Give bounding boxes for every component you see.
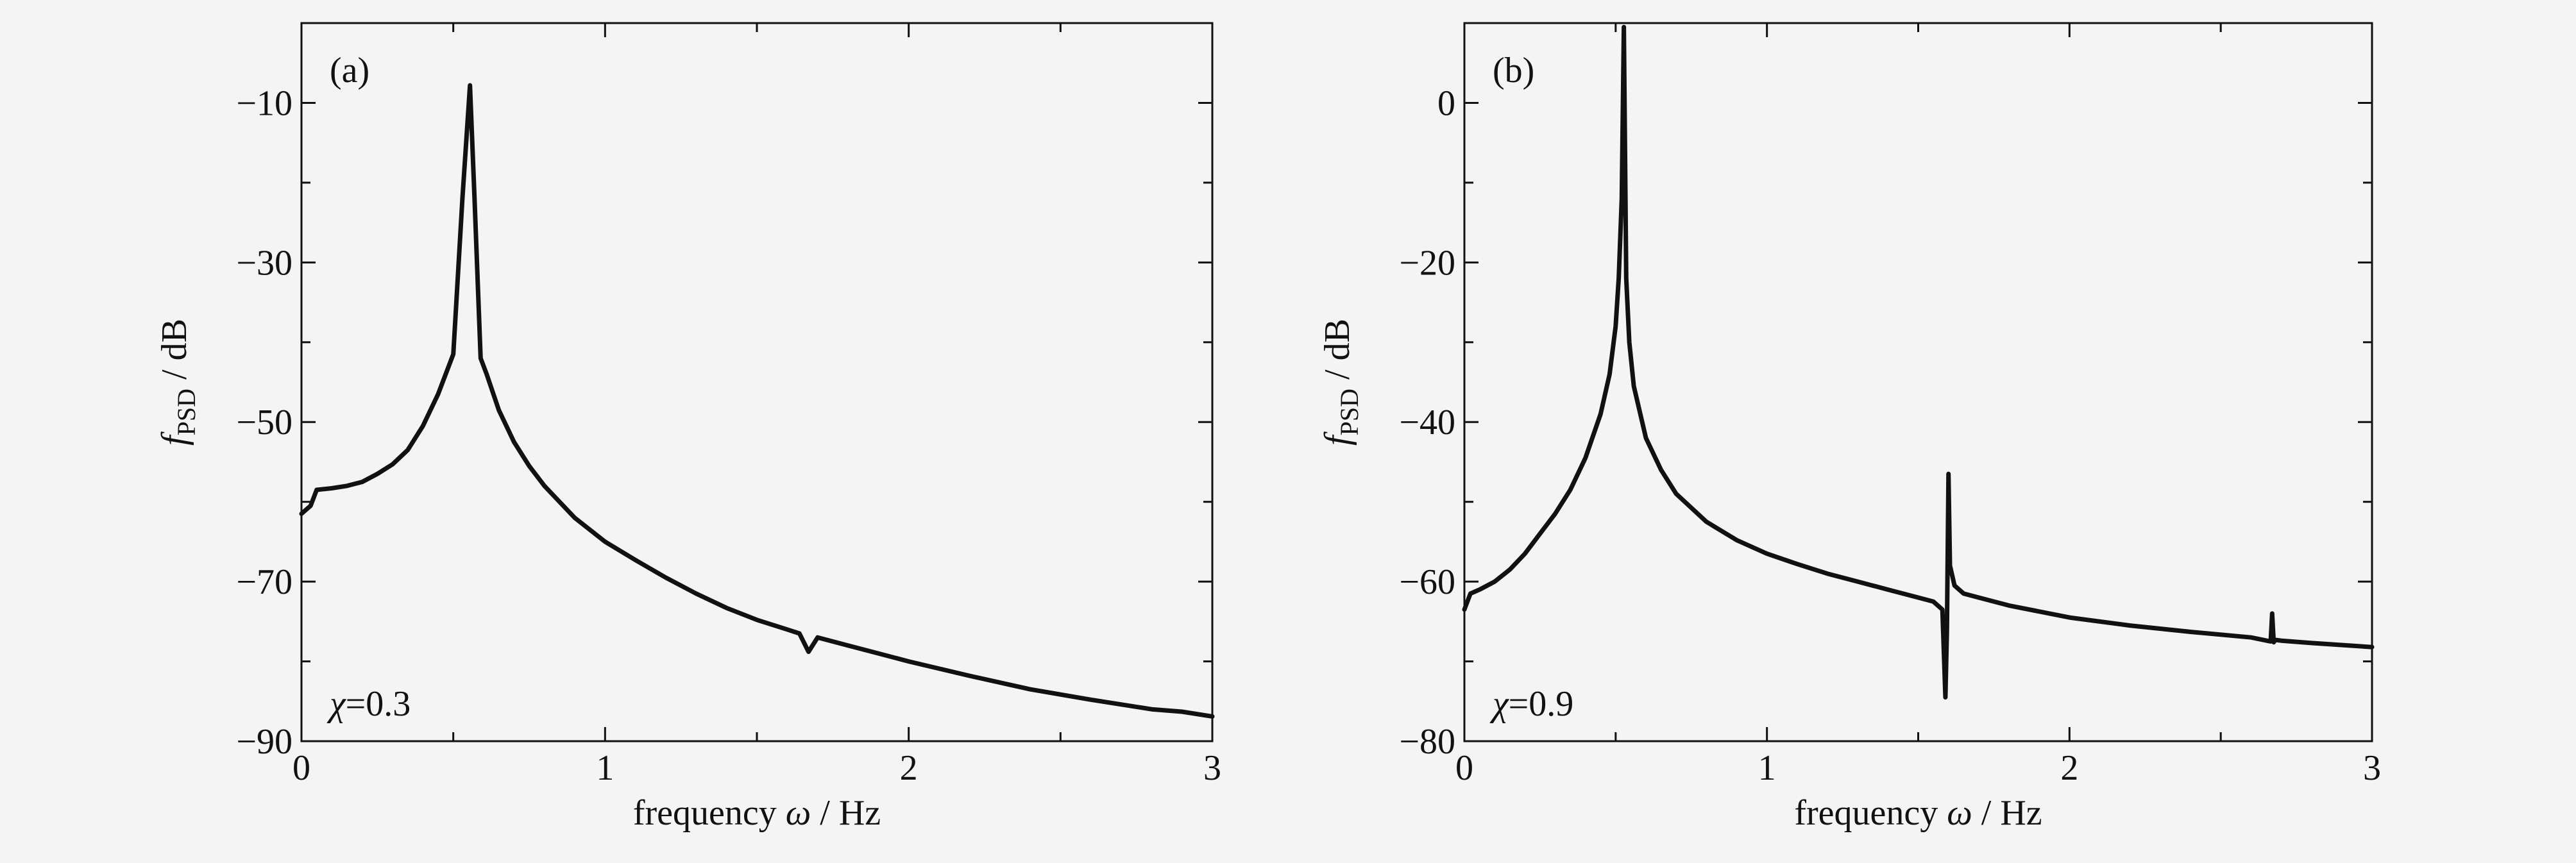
axis-ticks: [1463, 23, 2373, 742]
chi-annotation: χ=0.3: [326, 684, 411, 724]
y-tick-label: −30: [236, 243, 292, 283]
y-tick-label: −20: [1399, 243, 1455, 283]
y-tick-label: −60: [1399, 562, 1455, 602]
chi-symbol: χ: [1489, 684, 1509, 724]
x-tick-label: 1: [596, 748, 614, 788]
x-axis-label-unit: / Hz: [811, 793, 881, 833]
y-tick-label: −40: [1399, 403, 1455, 442]
x-tick-label: 1: [1758, 748, 1776, 788]
y-tick-label: −50: [236, 403, 292, 442]
x-axis-label-unit: / Hz: [1972, 793, 2042, 833]
x-axis-label-prefix: frequency: [1794, 793, 1947, 833]
y-tick-label: −80: [1399, 722, 1455, 762]
y-axis-label-subscript: PSD: [1335, 389, 1364, 435]
chi-symbol: χ: [326, 684, 346, 724]
y-tick-label: −70: [236, 562, 292, 602]
x-tick-label: 2: [900, 748, 918, 788]
y-axis-label-unit: / dB: [1318, 319, 1357, 389]
x-tick-label: 3: [1203, 748, 1221, 788]
y-axis-label: fPSD / dB: [1318, 319, 1364, 446]
psd-line: [299, 83, 1215, 719]
y-tick-label: 0: [1437, 83, 1455, 123]
x-axis-label-symbol: ω: [786, 793, 811, 833]
x-tick-label: 3: [2363, 748, 2381, 788]
chi-value: =0.9: [1509, 684, 1574, 724]
chi-annotation: χ=0.9: [1489, 684, 1573, 724]
y-tick-label: −10: [236, 83, 292, 123]
y-axis-label: fPSD / dB: [155, 319, 201, 446]
y-axis-label-unit: / dB: [155, 319, 194, 389]
x-tick-label: 0: [1455, 748, 1473, 788]
x-axis-label: frequency ω / Hz: [633, 793, 881, 833]
tick-labels: 0−20−40−60−800 1 2 3: [1399, 83, 2381, 788]
panel-label: (a): [330, 51, 369, 90]
x-axis-label-prefix: frequency: [633, 793, 786, 833]
chi-value: =0.3: [346, 684, 411, 724]
x-axis-label: frequency ω / Hz: [1794, 793, 2042, 833]
tick-labels: −10 −30 −50 −70 −900 1 2 3: [236, 83, 1221, 788]
x-axis-label-symbol: ω: [1947, 793, 1972, 833]
chart-panel-b: 0−20−40−60−800 1 2 3 (b) χ=0.9 frequency ω …: [1318, 22, 2381, 833]
chart-panel-a: −10 −30 −50 −70 −900 1 2 3 (a) χ=0.3 frequency …: [155, 22, 1221, 833]
x-tick-label: 0: [292, 748, 310, 788]
psd-line: [1462, 24, 2375, 700]
y-tick-label: −90: [236, 722, 292, 762]
y-axis-label-subscript: PSD: [172, 389, 201, 435]
axis-ticks: [300, 23, 1214, 742]
x-tick-label: 2: [2060, 748, 2078, 788]
panel-label: (b): [1493, 51, 1534, 90]
